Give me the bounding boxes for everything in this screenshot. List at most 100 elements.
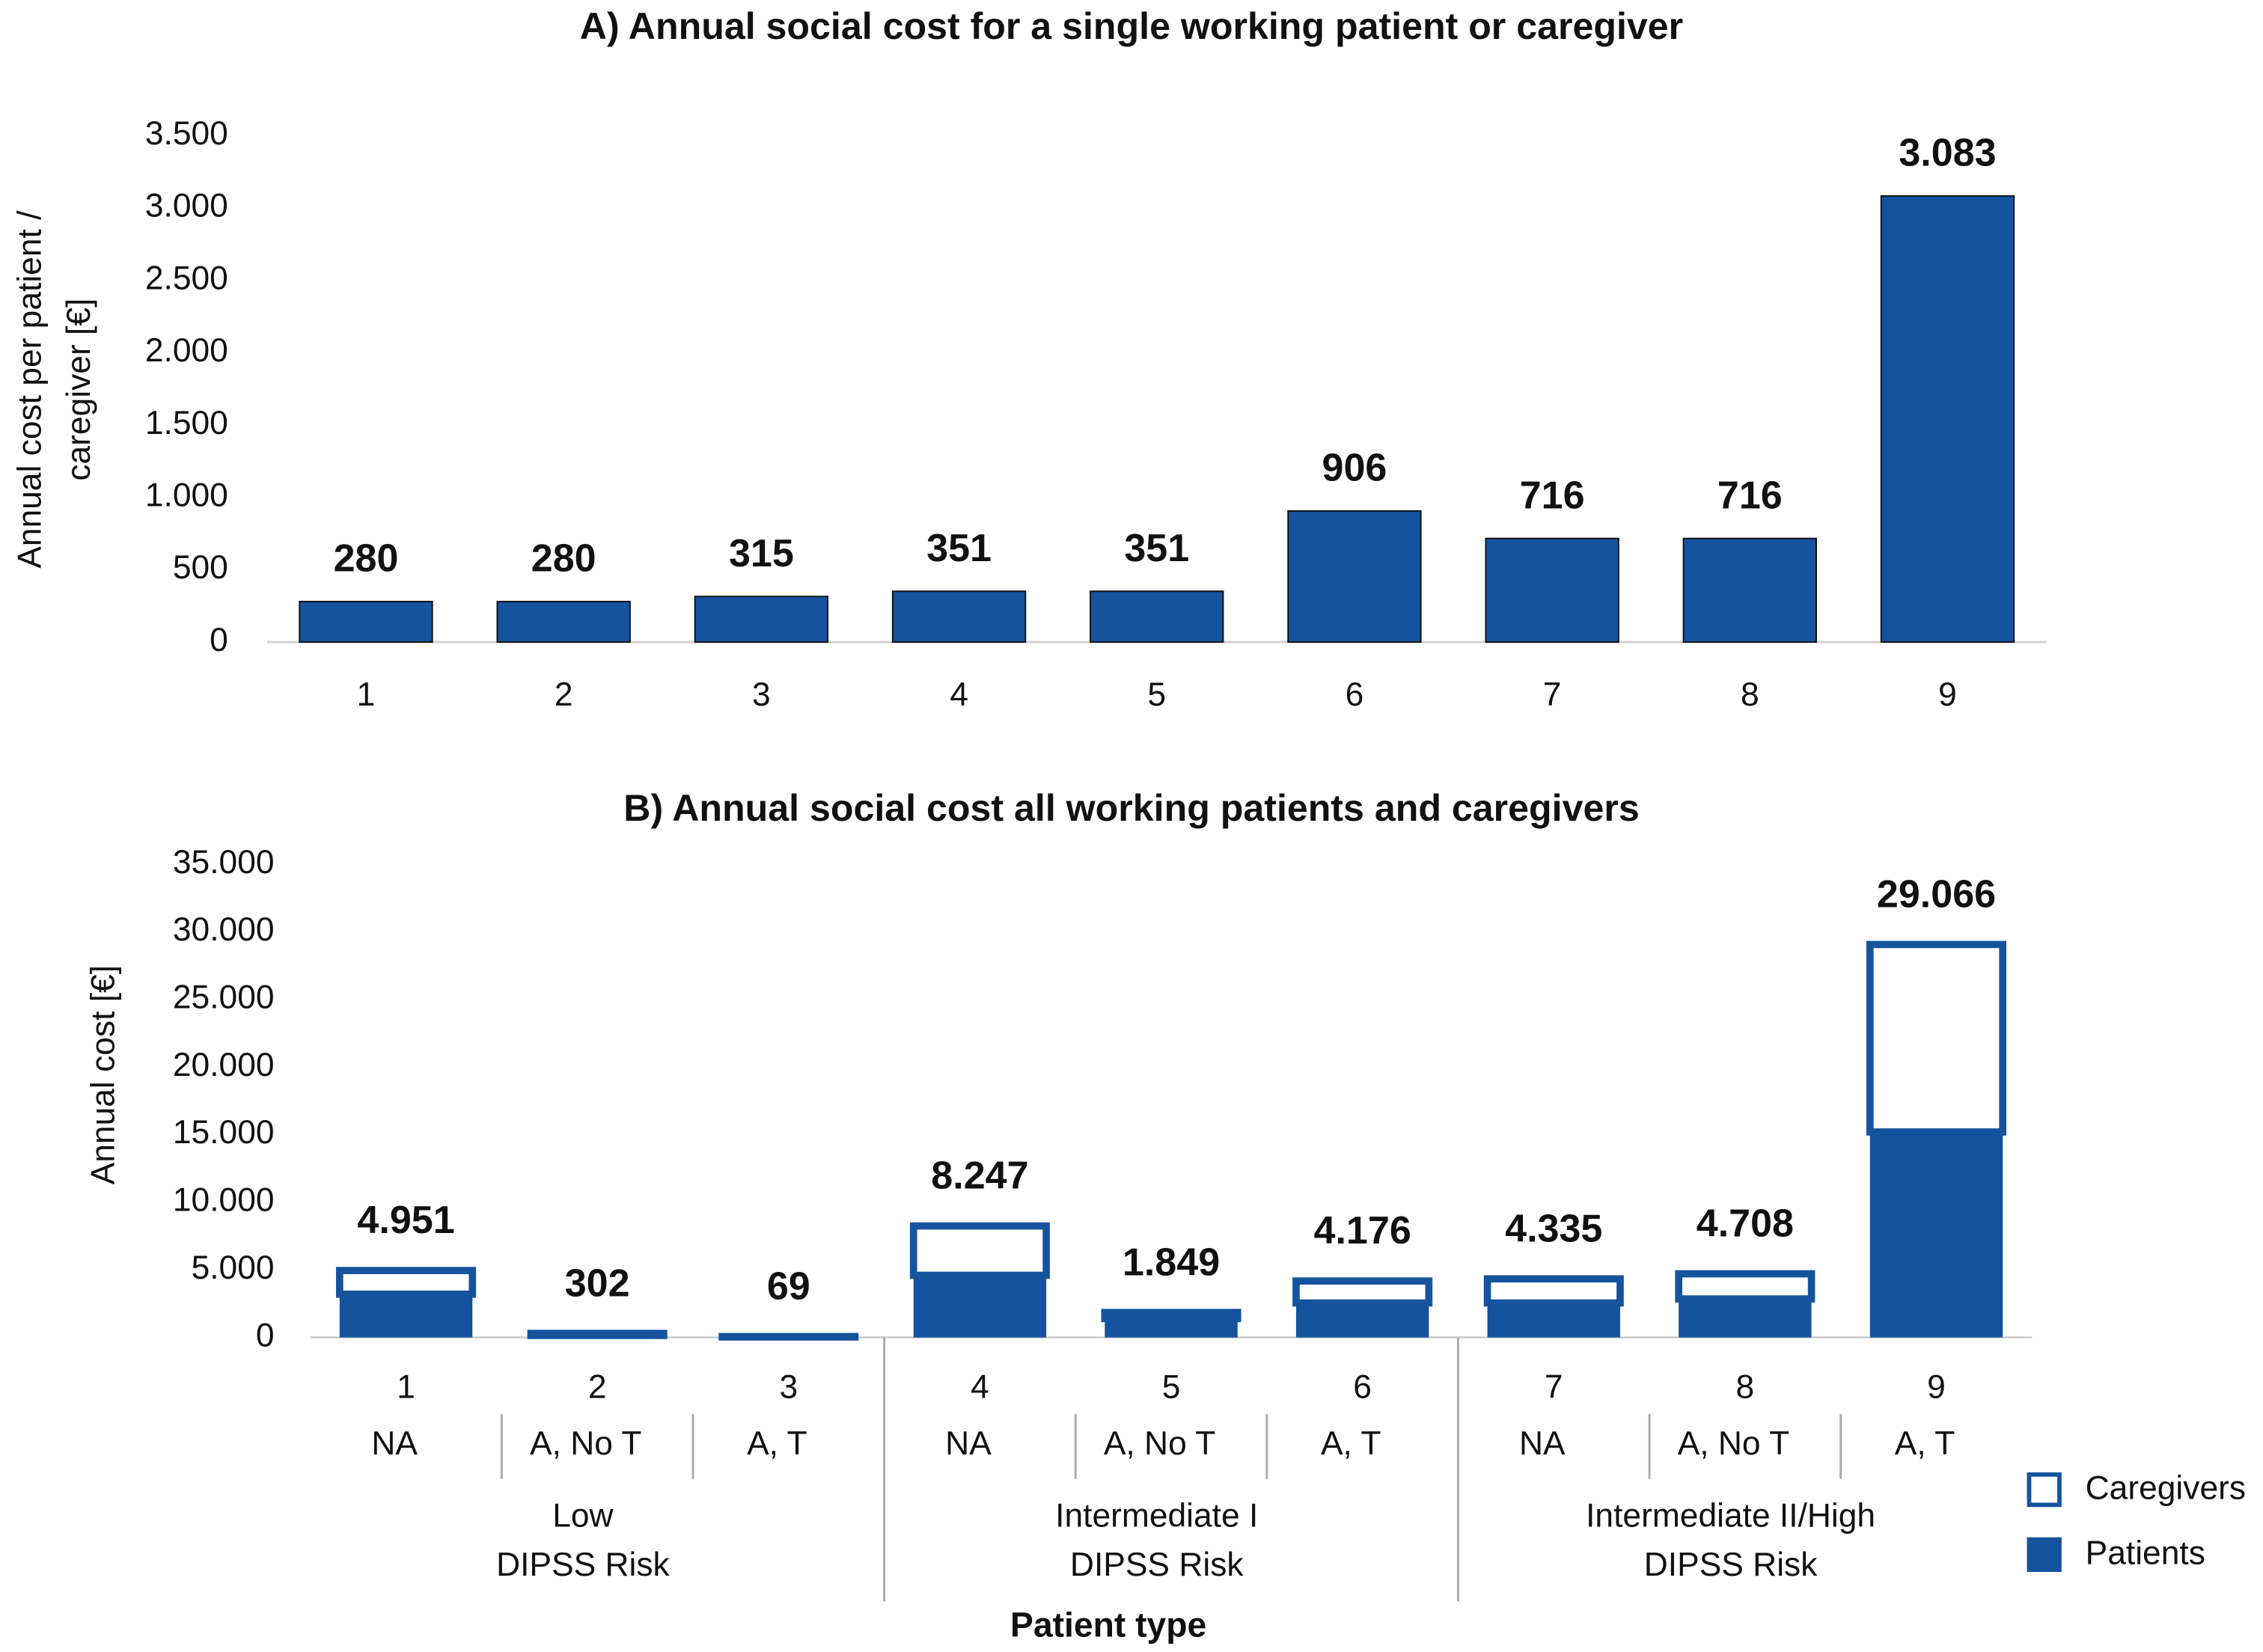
bar: [694, 596, 829, 643]
total-label: 8.247: [931, 1154, 1028, 1198]
x-tick-label: 9: [1927, 1369, 1946, 1406]
bar: [1682, 537, 1817, 643]
y-tick-label: 2.500: [145, 260, 228, 296]
data-label: 716: [1717, 474, 1783, 517]
x-tick-label: 3: [779, 1369, 798, 1406]
bar: [1090, 590, 1224, 643]
y-tick-label: 20.000: [173, 1047, 275, 1083]
y-tick-label: 15.000: [173, 1114, 275, 1151]
legend-swatch: [2027, 1472, 2062, 1508]
data-label: 315: [729, 532, 794, 575]
group-label: DIPSS Risk: [1070, 1547, 1244, 1583]
x-subcategory-label: A, No T: [1678, 1425, 1790, 1462]
x-tick-label: 1: [397, 1369, 415, 1406]
total-label: 4.951: [357, 1199, 454, 1242]
y-tick-label: 2.000: [145, 332, 228, 369]
y-tick-label: 10.000: [173, 1182, 275, 1219]
x-subcategory-label: A, No T: [1104, 1425, 1216, 1462]
y-tick-label: 0: [256, 1317, 275, 1353]
chart-title: A) Annual social cost for a single worki…: [580, 5, 1683, 47]
bar-segment: [1866, 940, 2007, 1136]
y-tick-label: 1.000: [145, 477, 228, 513]
group-label: Intermediate I: [1055, 1497, 1258, 1534]
data-label: 716: [1520, 474, 1585, 517]
chart-title: B) Annual social cost all working patien…: [623, 787, 1639, 829]
y-tick-label: 0: [210, 622, 228, 658]
legend-label: Caregivers: [2086, 1470, 2246, 1507]
x-tick-label: 2: [555, 676, 573, 713]
x-tick-label: 5: [1147, 676, 1166, 713]
x-subcategory-label: NA: [371, 1425, 418, 1462]
y-tick-label: 1.500: [145, 405, 228, 441]
total-label: 69: [767, 1264, 810, 1308]
group-label: Intermediate II/High: [1586, 1497, 1875, 1534]
y-tick-label: 3.000: [145, 188, 228, 224]
x-subcategory-label: A, T: [1895, 1425, 1955, 1462]
y-tick-label: 35.000: [173, 844, 275, 881]
x-tick-label: 3: [752, 676, 771, 713]
bar-segment: [1292, 1277, 1433, 1307]
bar: [891, 590, 1027, 643]
total-label: 4.708: [1697, 1202, 1794, 1246]
legend-swatch: [2027, 1537, 2062, 1572]
data-label: 351: [1124, 527, 1189, 570]
x-tick-label: 1: [357, 676, 376, 713]
bar-segment: [913, 1275, 1047, 1338]
y-axis-label: caregiver [€]: [61, 299, 97, 481]
bar-segment: [718, 1333, 859, 1341]
bar-segment: [527, 1330, 668, 1339]
bar-segment: [1869, 1131, 2003, 1338]
x-subcategory-label: NA: [945, 1425, 992, 1462]
bar: [1880, 195, 2015, 643]
x-tick-label: 9: [1938, 676, 1957, 713]
total-label: 1.849: [1123, 1240, 1220, 1284]
x-tick-label: 6: [1353, 1369, 1372, 1406]
total-label: 4.335: [1505, 1207, 1602, 1250]
bar-segment: [336, 1267, 477, 1298]
bar-segment: [909, 1222, 1050, 1279]
bar: [1287, 510, 1422, 643]
group-label: Low: [552, 1497, 614, 1534]
data-label: 906: [1322, 447, 1387, 490]
x-tick-label: 2: [588, 1369, 607, 1406]
bar-segment: [1487, 1303, 1620, 1338]
bar: [496, 601, 631, 643]
bar-segment: [1295, 1303, 1429, 1338]
x-subcategory-label: A, No T: [530, 1425, 642, 1462]
x-axis-label: Patient type: [1010, 1605, 1206, 1644]
x-tick-label: 7: [1543, 676, 1562, 713]
group-label: DIPSS Risk: [496, 1547, 670, 1583]
x-tick-label: 5: [1162, 1369, 1181, 1406]
y-tick-label: 500: [173, 549, 228, 586]
bar: [299, 601, 433, 643]
bar-segment: [339, 1294, 473, 1338]
x-tick-label: 7: [1545, 1369, 1563, 1406]
x-subcategory-label: A, T: [747, 1425, 807, 1462]
bar-segment: [1483, 1275, 1624, 1307]
data-label: 3.083: [1899, 132, 1996, 175]
bar-segment: [1101, 1309, 1242, 1323]
x-tick-label: 8: [1741, 676, 1759, 713]
y-tick-label: 30.000: [173, 911, 275, 948]
x-subcategory-label: A, T: [1321, 1425, 1381, 1462]
bar-segment: [1679, 1299, 1812, 1338]
y-tick-label: 3.500: [145, 115, 228, 152]
data-label: 351: [926, 527, 992, 570]
y-tick-label: 5.000: [192, 1249, 275, 1286]
x-tick-label: 4: [971, 1369, 989, 1406]
total-label: 29.066: [1877, 872, 1996, 916]
x-tick-label: 6: [1346, 676, 1364, 713]
data-label: 280: [334, 537, 399, 581]
x-subcategory-label: NA: [1519, 1425, 1566, 1462]
x-tick-label: 4: [950, 676, 968, 713]
bar-segment: [1675, 1270, 1815, 1303]
group-label: DIPSS Risk: [1644, 1547, 1818, 1583]
y-axis-label: Annual cost per patient /: [11, 210, 48, 569]
x-tick-label: 8: [1736, 1369, 1755, 1406]
y-tick-label: 25.000: [173, 979, 275, 1016]
y-axis-label: Annual cost [€]: [85, 965, 122, 1184]
total-label: 302: [565, 1261, 630, 1305]
legend-label: Patients: [2086, 1535, 2205, 1572]
data-label: 280: [531, 537, 596, 581]
